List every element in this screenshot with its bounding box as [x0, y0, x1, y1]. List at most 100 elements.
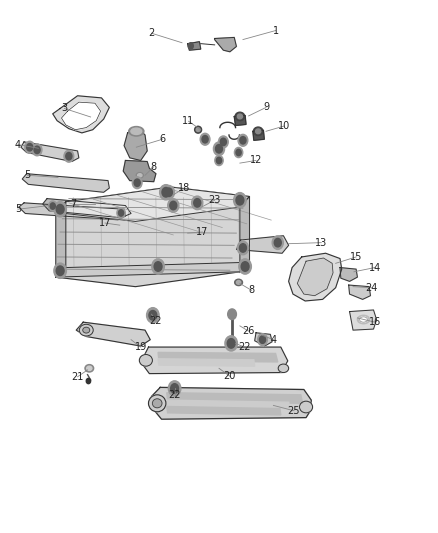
- Circle shape: [228, 309, 237, 319]
- Circle shape: [86, 378, 91, 384]
- Polygon shape: [167, 393, 303, 403]
- Text: 18: 18: [178, 183, 190, 193]
- Circle shape: [215, 155, 223, 166]
- Circle shape: [192, 196, 203, 209]
- Polygon shape: [215, 37, 237, 52]
- Text: 4: 4: [15, 140, 21, 150]
- Circle shape: [117, 208, 125, 218]
- Polygon shape: [289, 253, 342, 301]
- Ellipse shape: [237, 280, 241, 284]
- Text: 5: 5: [15, 204, 21, 214]
- Ellipse shape: [237, 114, 243, 119]
- Circle shape: [66, 152, 72, 160]
- Polygon shape: [297, 258, 333, 296]
- Text: 5: 5: [25, 171, 31, 180]
- Circle shape: [168, 199, 179, 212]
- Ellipse shape: [360, 317, 367, 322]
- Circle shape: [56, 266, 64, 276]
- Ellipse shape: [300, 401, 313, 413]
- Text: 9: 9: [263, 102, 269, 112]
- Text: 19: 19: [134, 342, 147, 352]
- Circle shape: [56, 205, 64, 214]
- Text: 15: 15: [350, 252, 362, 262]
- Circle shape: [159, 184, 172, 200]
- Circle shape: [49, 201, 57, 211]
- Polygon shape: [234, 115, 246, 125]
- Circle shape: [202, 135, 208, 143]
- Polygon shape: [152, 387, 311, 419]
- Circle shape: [149, 311, 157, 320]
- Polygon shape: [43, 199, 131, 217]
- Ellipse shape: [136, 173, 143, 178]
- Ellipse shape: [235, 279, 243, 286]
- Ellipse shape: [152, 399, 162, 408]
- Circle shape: [227, 338, 235, 348]
- Circle shape: [236, 196, 244, 205]
- Text: 22: 22: [238, 342, 251, 352]
- Polygon shape: [158, 359, 254, 366]
- Circle shape: [54, 201, 67, 217]
- Polygon shape: [167, 400, 290, 409]
- Polygon shape: [53, 96, 110, 133]
- Ellipse shape: [87, 366, 92, 370]
- Circle shape: [236, 149, 241, 156]
- Text: 17: 17: [99, 218, 111, 228]
- Circle shape: [272, 236, 283, 249]
- Polygon shape: [123, 160, 156, 182]
- Text: 25: 25: [288, 406, 300, 416]
- Circle shape: [213, 142, 225, 156]
- Polygon shape: [56, 187, 250, 287]
- Ellipse shape: [83, 327, 90, 333]
- Circle shape: [168, 381, 181, 396]
- Text: 10: 10: [278, 121, 290, 131]
- Circle shape: [163, 185, 174, 199]
- Polygon shape: [141, 347, 288, 374]
- Circle shape: [274, 238, 281, 247]
- Circle shape: [132, 177, 142, 189]
- Polygon shape: [56, 187, 250, 221]
- Circle shape: [240, 244, 247, 252]
- Text: 26: 26: [242, 326, 255, 336]
- Circle shape: [259, 336, 265, 343]
- Polygon shape: [253, 130, 264, 140]
- Text: 8: 8: [249, 285, 255, 295]
- Polygon shape: [76, 322, 150, 346]
- Ellipse shape: [148, 395, 166, 412]
- Text: 14: 14: [369, 263, 381, 272]
- Circle shape: [194, 199, 201, 207]
- Text: 6: 6: [159, 134, 166, 144]
- Polygon shape: [349, 285, 371, 300]
- Text: 20: 20: [224, 372, 236, 381]
- Circle shape: [225, 336, 237, 351]
- Circle shape: [240, 136, 246, 144]
- Polygon shape: [340, 268, 357, 281]
- Polygon shape: [22, 174, 110, 192]
- Circle shape: [258, 334, 267, 345]
- Text: 22: 22: [150, 316, 162, 326]
- Circle shape: [50, 203, 55, 209]
- Polygon shape: [56, 262, 250, 277]
- Polygon shape: [158, 352, 278, 362]
- Circle shape: [170, 201, 177, 210]
- Circle shape: [238, 134, 248, 146]
- Text: 13: 13: [315, 238, 327, 248]
- Circle shape: [188, 43, 193, 49]
- Polygon shape: [19, 203, 125, 220]
- Circle shape: [32, 144, 42, 156]
- Circle shape: [64, 150, 74, 162]
- Circle shape: [25, 141, 35, 153]
- Text: 17: 17: [196, 227, 208, 237]
- Circle shape: [27, 143, 33, 151]
- Ellipse shape: [85, 365, 94, 372]
- Ellipse shape: [194, 126, 201, 133]
- Circle shape: [166, 188, 173, 197]
- Circle shape: [239, 259, 251, 274]
- Text: 23: 23: [208, 195, 221, 205]
- Ellipse shape: [357, 316, 370, 324]
- Polygon shape: [167, 407, 281, 415]
- Text: 3: 3: [61, 103, 67, 114]
- Circle shape: [171, 384, 179, 393]
- Ellipse shape: [131, 128, 142, 134]
- Circle shape: [241, 262, 249, 271]
- Text: 22: 22: [168, 390, 181, 400]
